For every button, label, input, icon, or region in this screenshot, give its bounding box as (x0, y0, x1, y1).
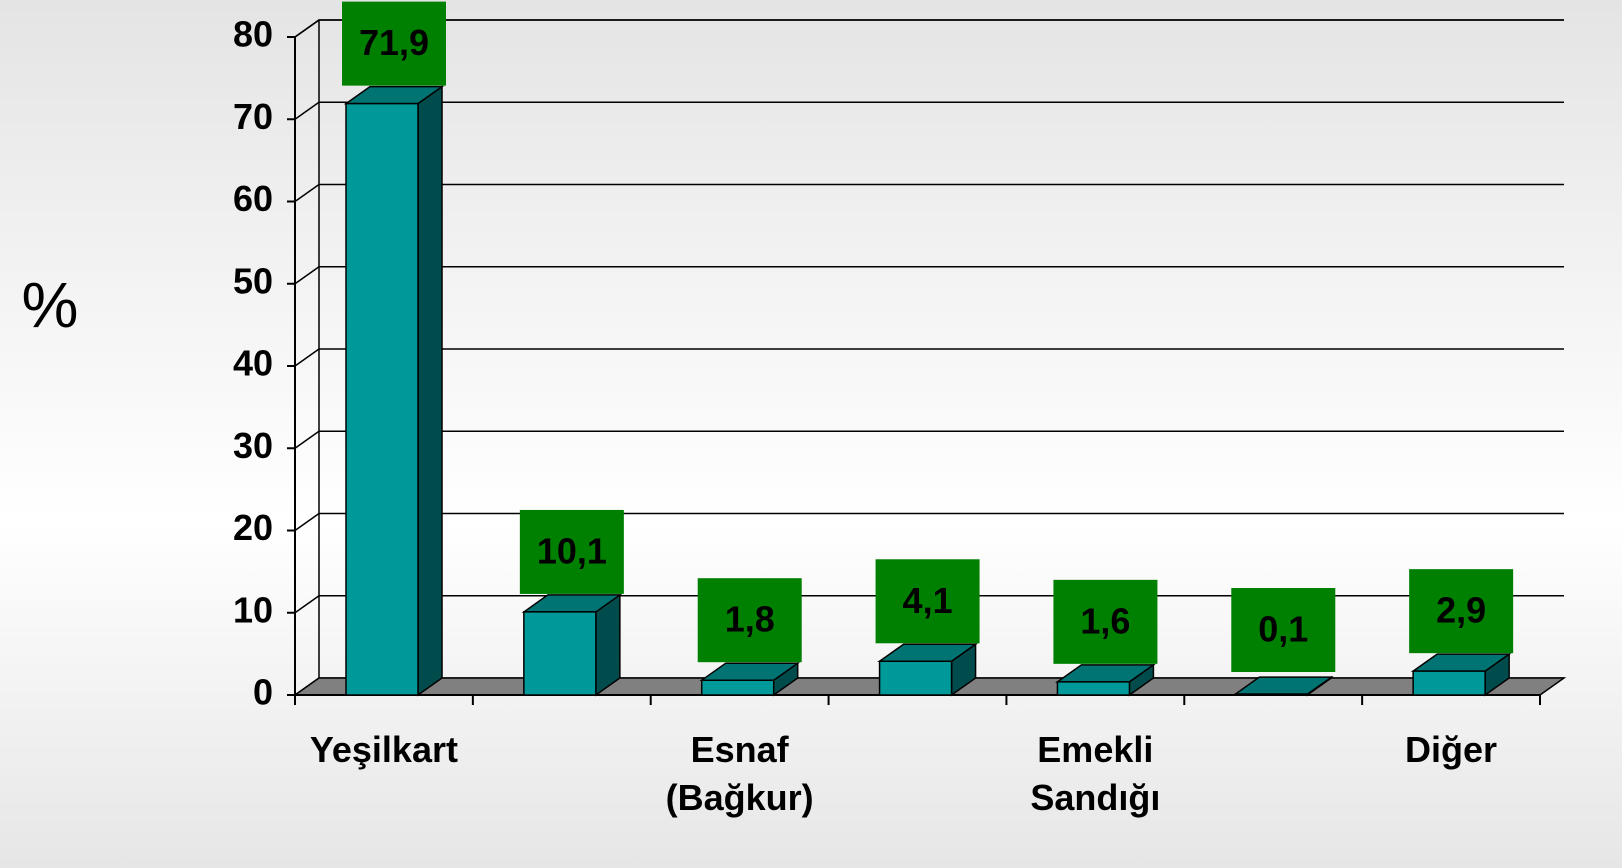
grid-line-side (294, 19, 320, 38)
bar-face (700, 679, 775, 696)
grid-line-side (294, 183, 320, 203)
grid-line-side (294, 595, 320, 614)
bar-face (1056, 681, 1131, 696)
x-tick-label: Esnaf (Bağkur) (665, 729, 814, 818)
bar (343, 85, 445, 697)
value-label-box (519, 509, 624, 594)
value-label: 4,1 (903, 580, 953, 621)
y-tick-label: 30 (233, 425, 273, 466)
value-label: 1,6 (1080, 600, 1130, 641)
y-tick-label: 0 (253, 672, 273, 713)
y-tick-label: 50 (233, 260, 273, 301)
bar-face (878, 660, 953, 696)
bar (877, 642, 978, 697)
y-tick-label: 80 (233, 14, 273, 55)
value-label: 10,1 (537, 530, 607, 571)
bar-face (1412, 670, 1486, 696)
x-tick-label: Diğer (1405, 729, 1498, 770)
y-tick-label: 40 (233, 343, 273, 384)
bar (1410, 652, 1512, 697)
bar-face (523, 611, 597, 696)
y-tick-label: 20 (233, 507, 273, 548)
bar (1232, 675, 1334, 697)
value-label-box (342, 1, 446, 86)
y-tick-label: 70 (233, 96, 273, 137)
x-tick-label: Emekli Sandığı (1030, 729, 1161, 818)
grid-line-side (294, 512, 320, 532)
grid-line-side (294, 266, 320, 285)
y-tick-label: 60 (233, 178, 273, 219)
value-label-box (697, 578, 802, 663)
value-label: 1,8 (725, 599, 775, 640)
y-tick-label: 10 (233, 589, 273, 630)
value-label-box (1231, 588, 1336, 672)
value-label: 71,9 (359, 22, 429, 63)
bar-face (417, 85, 443, 697)
value-label: 0,1 (1258, 609, 1308, 650)
bar (521, 593, 623, 697)
bar (699, 661, 801, 697)
value-label-box (875, 559, 980, 644)
grid-line-side (294, 101, 320, 120)
value-label-box (1409, 569, 1514, 654)
value-label: 2,9 (1436, 590, 1486, 631)
bar (1055, 663, 1156, 697)
bar-face (1234, 693, 1309, 696)
y-axis-label: % (22, 269, 79, 341)
bar-face (345, 102, 419, 696)
value-label-box (1053, 579, 1158, 664)
grid-line-side (294, 348, 320, 367)
grid-line-side (294, 430, 320, 449)
x-tick-label: Yeşilkart (309, 729, 458, 770)
